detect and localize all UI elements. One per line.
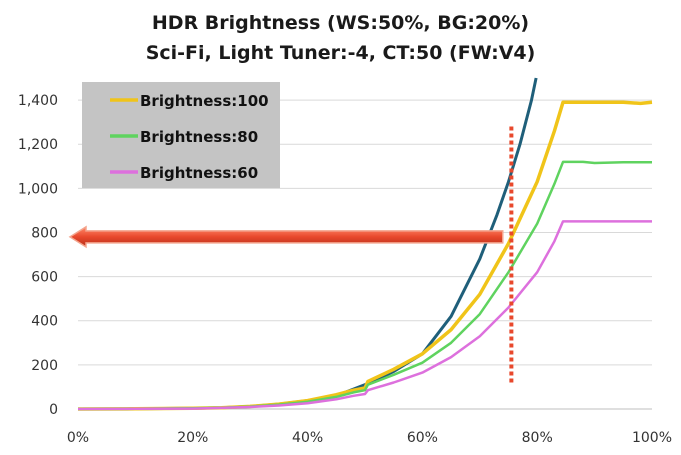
y-tick-label: 1,000 <box>18 181 58 197</box>
chart-title: HDR Brightness (WS:50%, BG:20%) <box>151 12 530 34</box>
x-tick-label: 80% <box>522 430 553 446</box>
y-tick-label: 200 <box>31 358 58 374</box>
x-tick-label: 0% <box>67 430 89 446</box>
y-tick-label: 1,400 <box>18 93 58 109</box>
annotation-arrow <box>68 225 504 249</box>
y-tick-label: 600 <box>31 270 58 286</box>
y-tick-label: 1,200 <box>18 137 58 153</box>
x-tick-label: 20% <box>177 430 208 446</box>
legend-label: Brightness:60 <box>140 164 258 182</box>
legend-label: Brightness:80 <box>140 128 258 146</box>
x-tick-label: 40% <box>292 430 323 446</box>
series-line-brightness-60 <box>78 220 652 411</box>
chart-subtitle: Sci-Fi, Light Tuner:-4, CT:50 (FW:V4) <box>145 42 536 64</box>
series-group <box>78 77 653 411</box>
y-tick-label: 400 <box>31 314 58 330</box>
legend-label: Brightness:100 <box>140 92 269 110</box>
y-tick-label: 0 <box>49 402 58 418</box>
series-line-brightness-80 <box>78 160 652 411</box>
x-tick-label: 100% <box>632 430 672 446</box>
x-tick-label: 60% <box>407 430 438 446</box>
y-tick-label: 800 <box>31 225 58 241</box>
